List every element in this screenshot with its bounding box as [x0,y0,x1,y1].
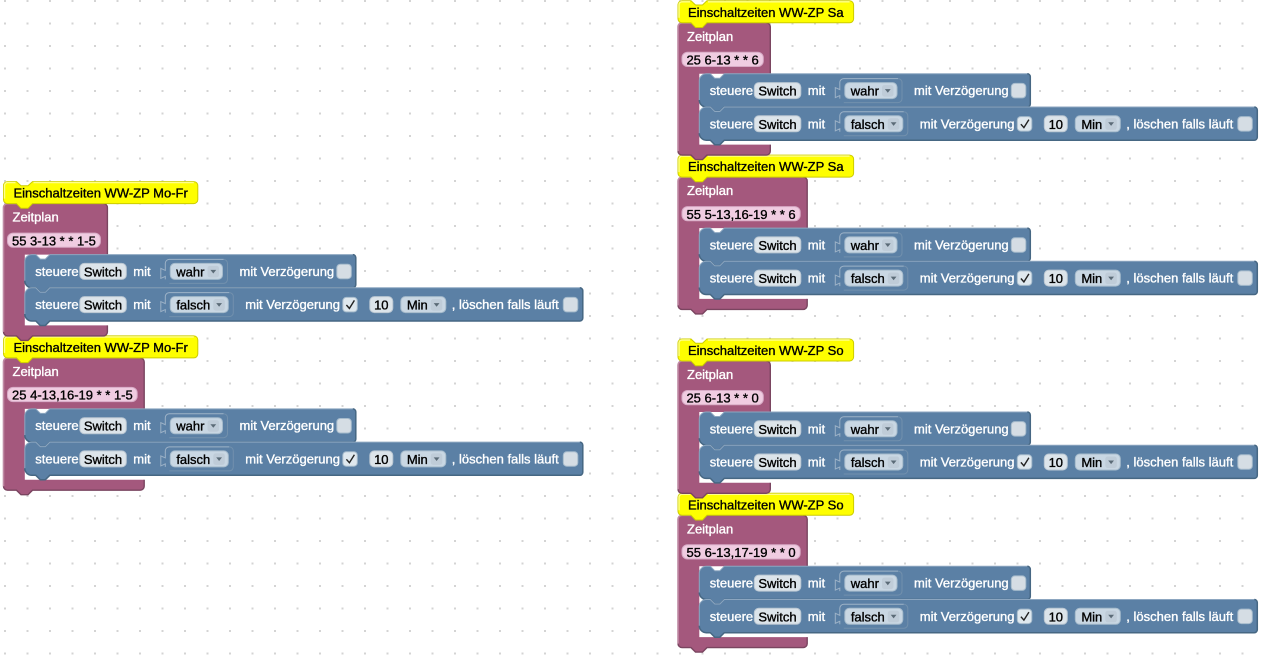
svg-text:Zeitplan: Zeitplan [13,210,59,225]
svg-text:Zeitplan: Zeitplan [687,29,733,44]
svg-text:25 4-13,16-19 * * 1-5: 25 4-13,16-19 * * 1-5 [12,388,133,403]
svg-text:Einschaltzeiten WW-ZP Sa: Einschaltzeiten WW-ZP Sa [688,5,844,20]
svg-text:steuere: steuere [710,116,753,131]
svg-text:mit Verzögerung: mit Verzögerung [914,83,1009,98]
svg-text:Einschaltzeiten WW-ZP Mo-Fr: Einschaltzeiten WW-ZP Mo-Fr [14,186,189,201]
svg-text:Min: Min [407,298,428,313]
svg-text:mit Verzögerung: mit Verzögerung [920,455,1015,470]
svg-text:55 3-13 * * 1-5: 55 3-13 * * 1-5 [12,233,96,248]
svg-text:mit Verzögerung: mit Verzögerung [914,576,1009,591]
svg-text:steuere: steuere [710,576,753,591]
svg-text:10: 10 [1049,117,1063,132]
svg-text:Min: Min [1081,455,1102,470]
svg-text:steuere: steuere [35,451,78,466]
svg-text:steuere: steuere [710,83,753,98]
svg-text:mit Verzögerung: mit Verzögerung [245,297,340,312]
svg-text:Switch: Switch [758,576,796,591]
svg-text:Switch: Switch [758,117,796,132]
svg-text:10: 10 [1049,455,1063,470]
svg-text:steuere: steuere [710,609,753,624]
svg-text:Switch: Switch [758,455,796,470]
svg-text:mit: mit [808,609,826,624]
svg-text:Einschaltzeiten WW-ZP Sa: Einschaltzeiten WW-ZP Sa [688,159,844,174]
svg-text:wahr: wahr [175,264,205,279]
svg-text:mit Verzögerung: mit Verzögerung [245,451,340,466]
svg-text:mit: mit [808,116,826,131]
svg-text:Einschaltzeiten WW-ZP Mo-Fr: Einschaltzeiten WW-ZP Mo-Fr [14,340,189,355]
svg-text:steuere: steuere [710,421,753,436]
svg-text:, löschen falls läuft: , löschen falls läuft [1126,609,1233,624]
svg-text:mit Verzögerung: mit Verzögerung [914,421,1009,436]
svg-text:Switch: Switch [84,419,122,434]
svg-text:wahr: wahr [850,238,880,253]
svg-text:Switch: Switch [758,422,796,437]
svg-text:, löschen falls läuft: , löschen falls läuft [1126,116,1233,131]
svg-text:10: 10 [374,298,388,313]
svg-text:, löschen falls läuft: , löschen falls läuft [1126,271,1233,286]
svg-text:mit: mit [808,83,826,98]
svg-text:falsch: falsch [851,609,885,624]
svg-text:mit: mit [133,264,151,279]
svg-text:mit Verzögerung: mit Verzögerung [240,264,335,279]
svg-text:mit Verzögerung: mit Verzögerung [920,609,1015,624]
svg-text:Switch: Switch [758,238,796,253]
svg-text:Zeitplan: Zeitplan [13,364,59,379]
svg-text:falsch: falsch [851,271,885,286]
svg-text:mit: mit [133,297,151,312]
svg-text:Switch: Switch [758,271,796,286]
svg-text:Einschaltzeiten WW-ZP So: Einschaltzeiten WW-ZP So [688,497,844,512]
svg-text:wahr: wahr [850,576,880,591]
svg-text:Min: Min [1081,117,1102,132]
svg-text:steuere: steuere [710,271,753,286]
svg-text:mit: mit [808,455,826,470]
svg-text:55 5-13,16-19 * * 6: 55 5-13,16-19 * * 6 [687,207,796,222]
svg-text:Switch: Switch [84,264,122,279]
svg-text:wahr: wahr [850,84,880,99]
svg-text:, löschen falls läuft: , löschen falls läuft [452,451,559,466]
svg-text:mit Verzögerung: mit Verzögerung [920,271,1015,286]
svg-text:Zeitplan: Zeitplan [687,183,733,198]
svg-text:mit: mit [133,451,151,466]
svg-text:55 6-13,17-19 * * 0: 55 6-13,17-19 * * 0 [687,545,796,560]
svg-text:wahr: wahr [175,419,205,434]
svg-text:10: 10 [1049,609,1063,624]
svg-text:falsch: falsch [176,452,210,467]
svg-text:mit Verzögerung: mit Verzögerung [914,237,1009,252]
svg-text:10: 10 [1049,271,1063,286]
svg-text:Min: Min [1081,271,1102,286]
svg-text:mit: mit [808,421,826,436]
svg-text:steuere: steuere [710,237,753,252]
svg-text:, löschen falls läuft: , löschen falls läuft [1126,455,1233,470]
svg-text:falsch: falsch [851,117,885,132]
svg-text:Einschaltzeiten WW-ZP So: Einschaltzeiten WW-ZP So [688,343,844,358]
svg-text:mit: mit [808,576,826,591]
svg-text:mit: mit [133,418,151,433]
svg-text:steuere: steuere [35,418,78,433]
svg-text:, löschen falls läuft: , löschen falls läuft [452,297,559,312]
svg-text:Zeitplan: Zeitplan [687,521,733,536]
svg-text:mit: mit [808,271,826,286]
svg-text:wahr: wahr [850,422,880,437]
svg-text:25 6-13 * * 6: 25 6-13 * * 6 [686,53,758,68]
svg-text:25 6-13 * * 0: 25 6-13 * * 0 [686,391,758,406]
svg-text:10: 10 [374,452,388,467]
svg-text:Switch: Switch [84,298,122,313]
svg-text:Min: Min [1081,609,1102,624]
svg-text:mit: mit [808,237,826,252]
svg-text:steuere: steuere [710,455,753,470]
svg-text:Zeitplan: Zeitplan [687,367,733,382]
svg-text:steuere: steuere [35,264,78,279]
svg-text:steuere: steuere [35,297,78,312]
svg-text:Min: Min [407,452,428,467]
svg-text:falsch: falsch [851,455,885,470]
svg-text:falsch: falsch [176,298,210,313]
svg-text:Switch: Switch [758,609,796,624]
svg-text:Switch: Switch [758,84,796,99]
svg-text:mit Verzögerung: mit Verzögerung [240,418,335,433]
svg-text:Switch: Switch [84,452,122,467]
svg-text:mit Verzögerung: mit Verzögerung [920,116,1015,131]
